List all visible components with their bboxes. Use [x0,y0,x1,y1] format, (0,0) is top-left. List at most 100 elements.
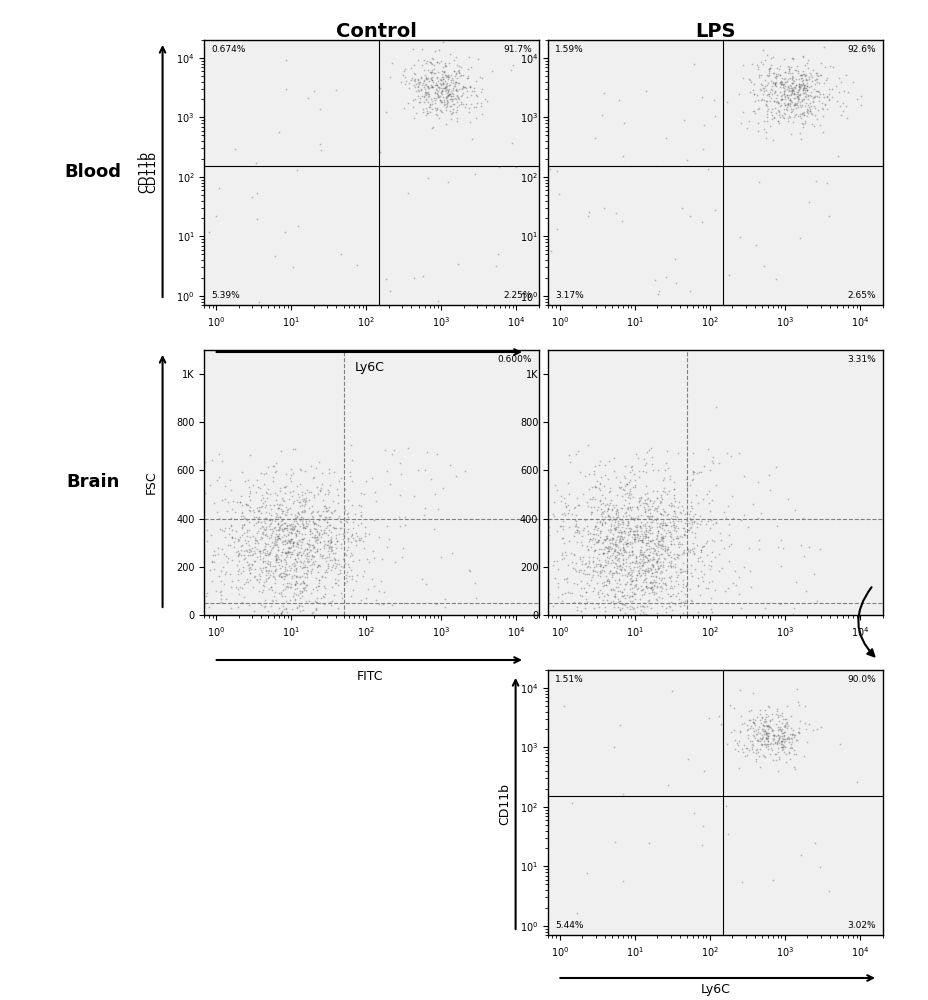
Point [312,136,327,152]
Point [705,516,720,532]
Point [300,569,315,585]
Point [290,575,304,591]
Point [799,91,814,107]
Point [594,585,609,601]
Point [607,521,622,537]
Point [636,557,651,573]
Point [277,551,291,567]
Point [625,510,639,526]
Point [742,563,757,579]
Point [570,443,585,459]
Point [307,530,322,546]
Point [429,86,444,102]
Point [554,593,569,609]
Point [762,60,777,76]
Point [586,526,600,542]
Point [733,708,748,724]
Point [794,85,809,101]
Point [304,605,319,621]
Point [767,84,781,100]
Point [675,576,690,592]
Point [393,74,408,90]
Point [303,526,317,542]
Point [285,568,300,584]
Point [765,727,780,743]
Point [438,76,453,92]
Point [232,529,247,545]
Point [279,545,294,561]
Point [773,558,788,574]
Point [683,565,698,581]
Point [638,578,652,594]
Point [256,541,271,557]
Point [261,570,276,586]
Point [602,563,617,579]
Point [631,548,646,564]
Point [418,576,432,592]
Point [647,564,662,580]
Point [799,108,814,124]
Point [341,533,355,549]
Point [568,446,583,462]
Point [272,519,287,535]
Point [735,57,750,73]
Point [555,518,570,534]
Point [701,557,715,573]
Point [555,530,570,546]
Point [542,161,557,177]
Point [778,746,793,762]
Point [806,89,820,105]
Point [639,560,654,576]
Point [590,586,605,602]
Point [582,481,597,497]
Point [440,87,455,103]
Point [215,559,230,575]
Point [771,115,786,131]
Point [594,487,609,503]
Point [296,543,311,559]
Point [771,729,786,745]
Point [246,528,261,544]
Point [727,732,741,748]
Point [326,550,341,566]
Point [311,507,326,523]
Point [252,480,267,496]
Point [310,486,325,502]
Point [538,578,553,594]
Point [641,518,656,534]
Point [263,497,277,513]
Point [267,464,282,480]
Point [257,527,272,543]
Point [618,544,633,560]
Point [630,501,645,517]
Point [784,83,799,99]
Point [609,560,624,576]
Point [607,555,622,571]
Point [199,533,213,549]
Point [421,99,436,115]
Point [677,515,691,531]
Point [805,93,819,109]
Point [599,549,613,565]
Point [636,549,651,565]
Point [278,499,293,515]
Point [730,737,745,753]
Point [286,441,301,457]
Point [276,503,290,519]
Point [795,116,810,132]
Point [303,551,317,567]
Point [426,65,441,81]
Point [654,533,669,549]
Point [586,479,601,495]
Point [460,70,475,86]
Point [700,935,715,951]
Point [353,507,367,523]
Point [607,834,622,850]
Point [612,541,626,557]
Point [438,58,453,74]
Point [312,546,327,562]
Point [218,520,233,536]
Point [289,573,303,589]
Point [287,558,302,574]
Point [633,578,648,594]
